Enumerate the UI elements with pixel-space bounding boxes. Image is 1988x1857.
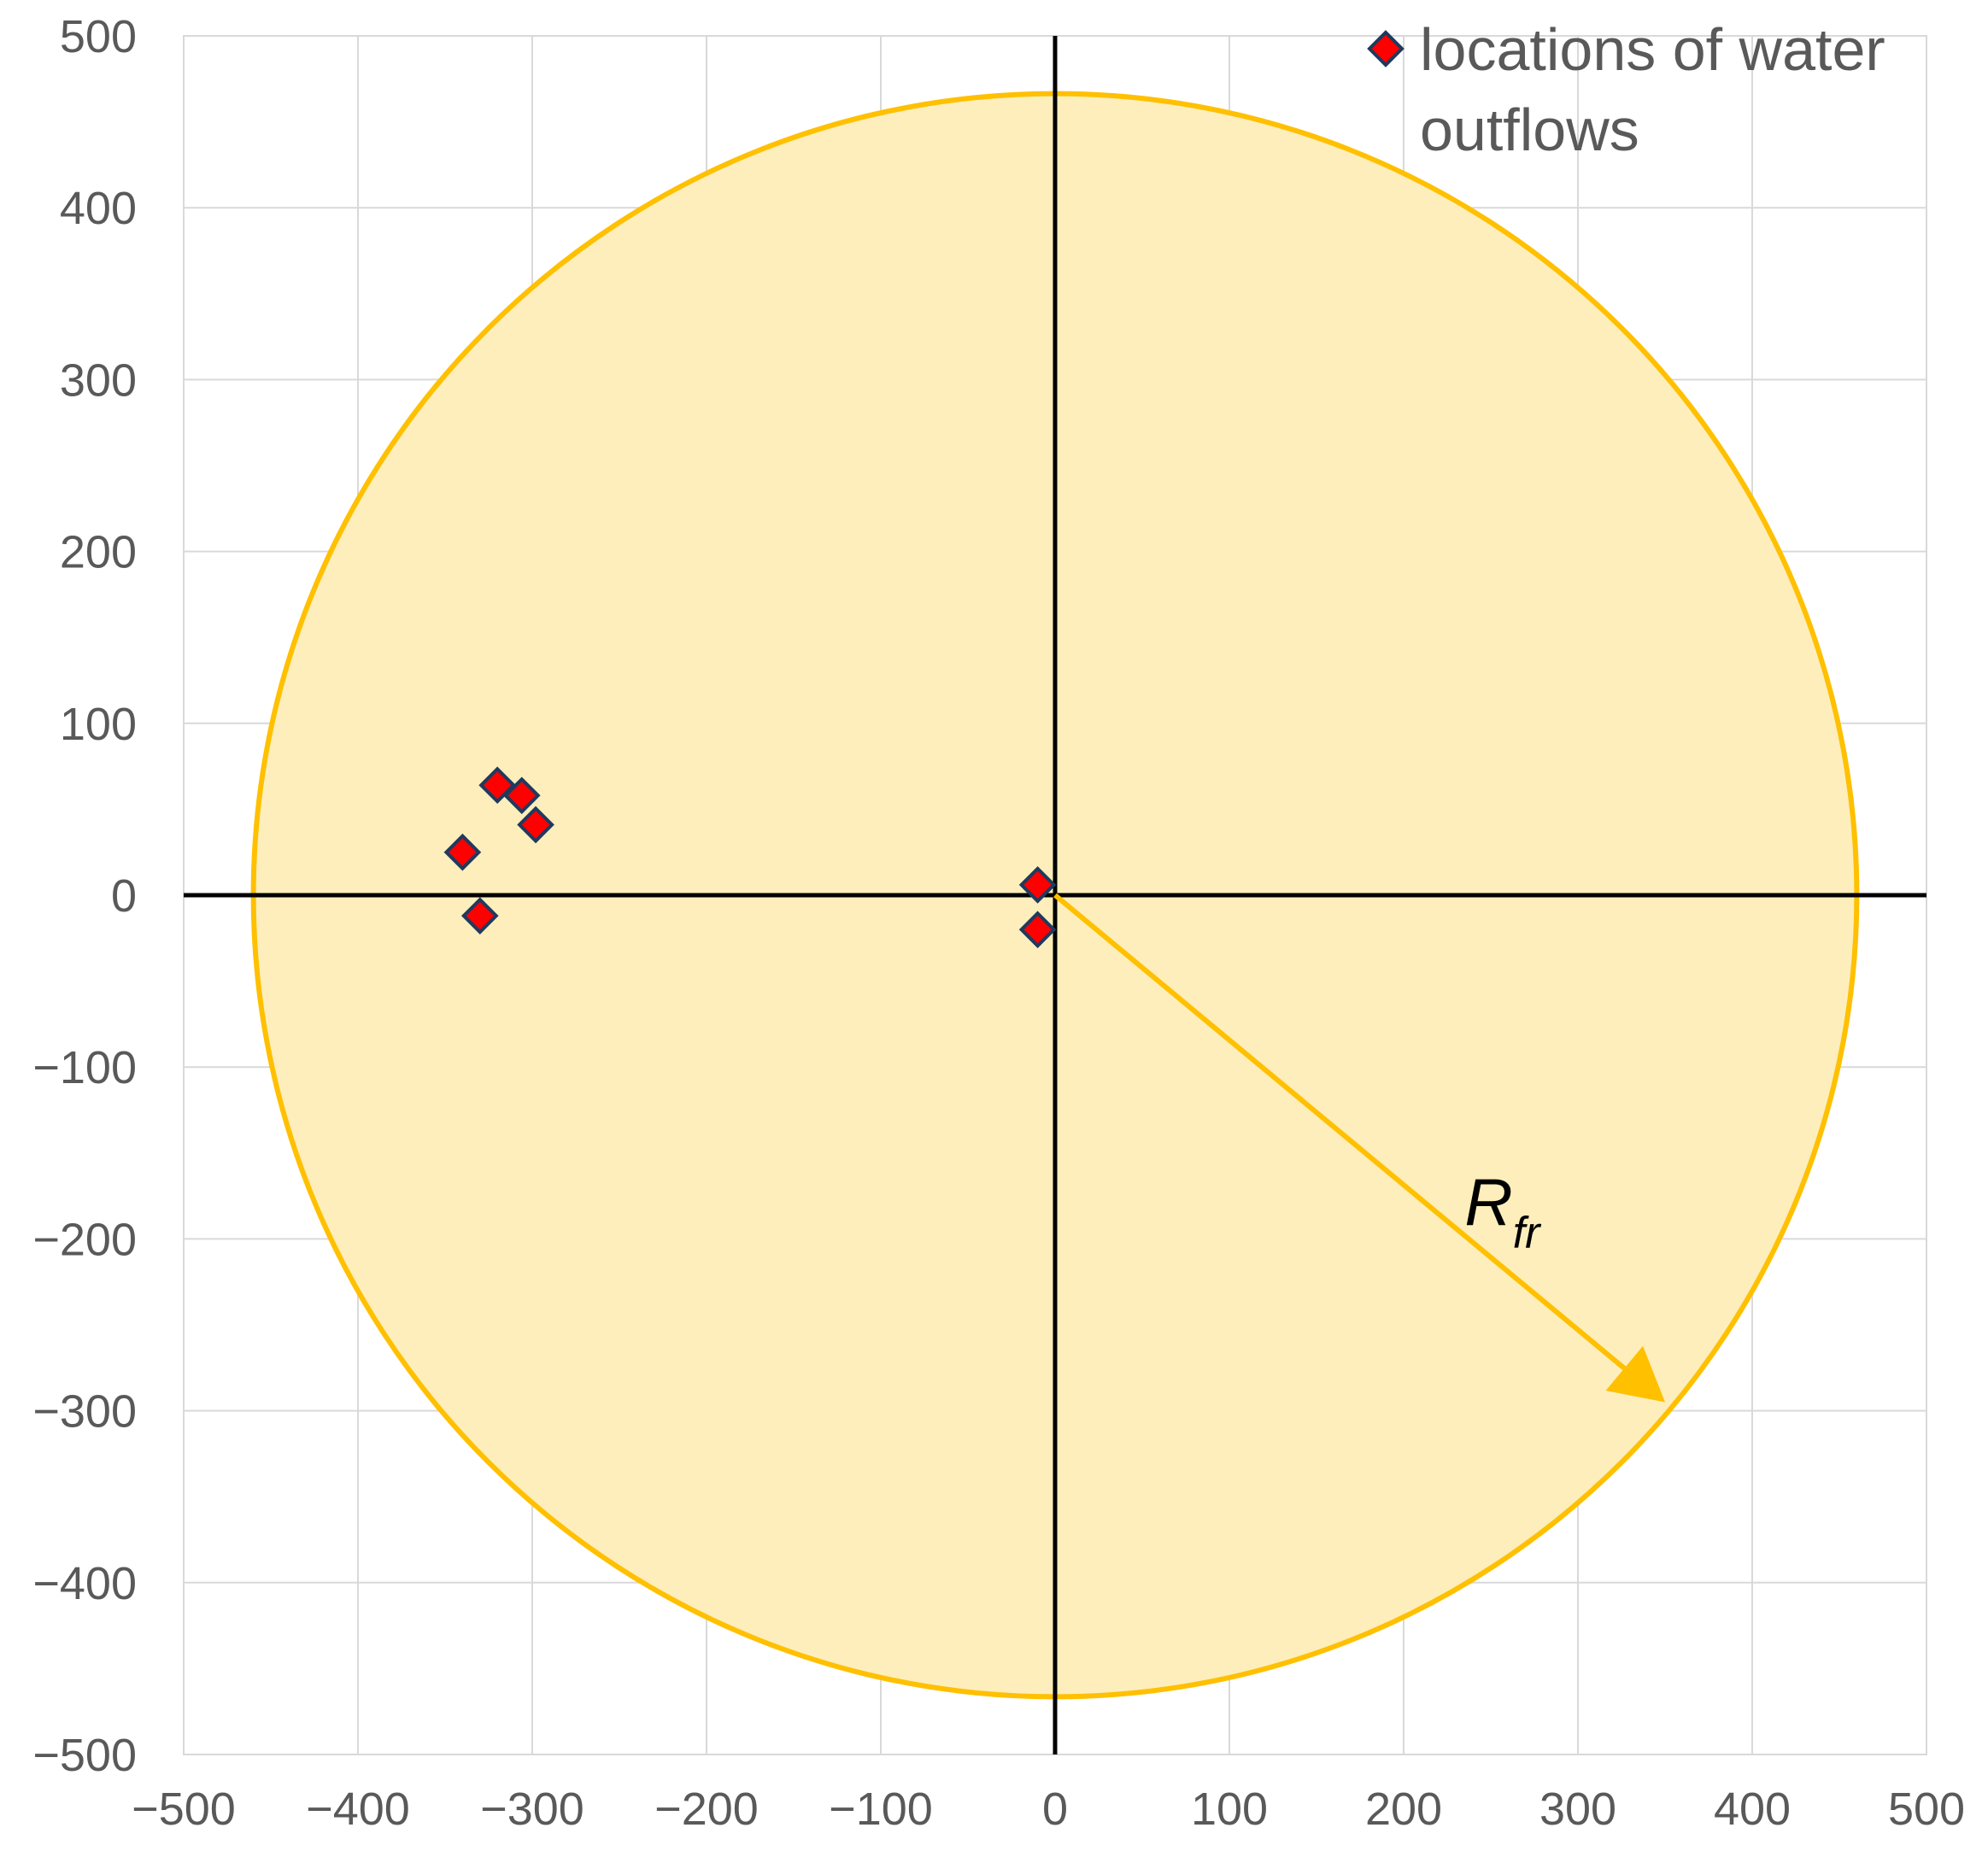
y-tick-label: −100 (32, 1042, 137, 1093)
y-tick-label: 0 (111, 870, 137, 922)
legend-marker-diamond (1367, 30, 1405, 67)
data-point (502, 776, 541, 815)
legend: locations of water outflows (1367, 16, 1885, 163)
arrow-head (1605, 1345, 1665, 1403)
x-tick-label: 500 (1888, 1784, 1965, 1835)
radius-arrow (1053, 893, 1665, 1403)
y-tick-label: 400 (60, 183, 137, 234)
x-tick-label: 300 (1539, 1784, 1616, 1835)
radius-label-main: R (1464, 1164, 1512, 1239)
data-points (443, 766, 1057, 949)
legend-label-line-1: locations of water (1420, 16, 1885, 83)
x-tick-labels: −500 −400 −300 −200 −100 0 100 200 300 400 500 (132, 1784, 1965, 1835)
x-tick-label: −300 (480, 1784, 584, 1835)
x-tick-label: −400 (306, 1784, 410, 1835)
y-tick-label: −200 (32, 1214, 137, 1265)
y-tick-label: −300 (32, 1386, 137, 1438)
x-tick-label: −200 (654, 1784, 759, 1835)
y-tick-label: −400 (32, 1558, 137, 1609)
radius-label-subscript: fr (1513, 1208, 1542, 1257)
data-point (1018, 866, 1057, 904)
legend-label-line-2: outflows (1420, 97, 1639, 163)
x-tick-label: −500 (132, 1784, 236, 1835)
data-point (1018, 911, 1057, 949)
y-tick-label: 100 (60, 699, 137, 750)
y-tick-label: −500 (32, 1730, 137, 1781)
data-point (460, 897, 499, 934)
x-tick-label: −100 (829, 1784, 933, 1835)
y-tick-label: 200 (60, 527, 137, 578)
y-tick-label: 500 (60, 11, 137, 62)
data-point (517, 805, 554, 844)
arrow-shaft (1053, 893, 1627, 1371)
x-tick-label: 400 (1714, 1784, 1791, 1835)
y-tick-labels: 500 400 300 200 100 0 −100 −200 −300 −400 −500 (32, 11, 137, 1781)
x-tick-label: 0 (1042, 1784, 1068, 1835)
radius-label: Rfr (1464, 1164, 1542, 1257)
y-tick-label: 300 (60, 354, 137, 406)
x-tick-label: 200 (1365, 1784, 1442, 1835)
x-tick-label: 100 (1191, 1784, 1268, 1835)
data-point (443, 833, 482, 871)
